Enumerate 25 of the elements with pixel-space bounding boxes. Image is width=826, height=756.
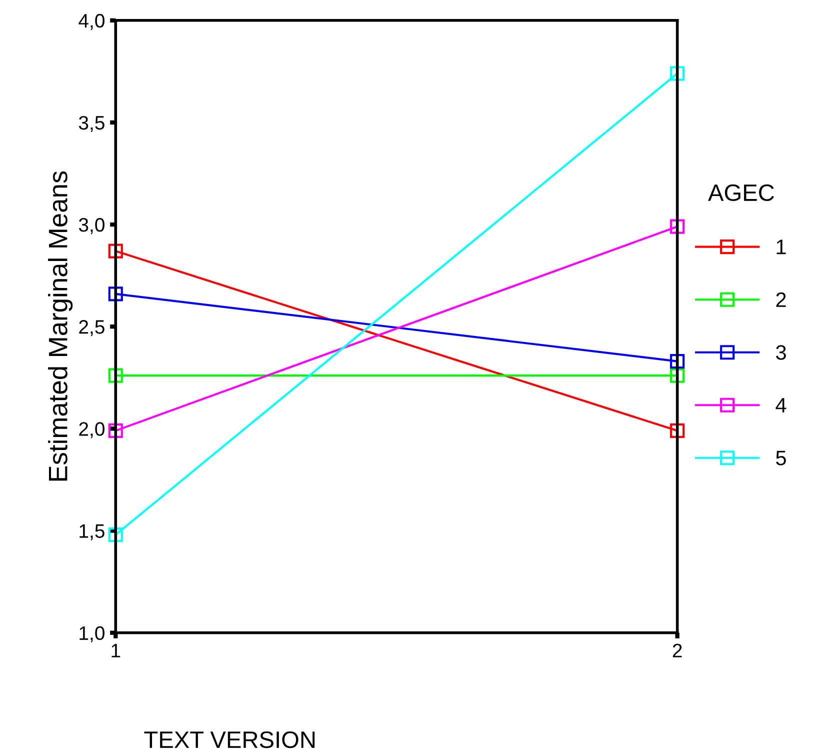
y-tick-label: 1,5 bbox=[80, 524, 104, 540]
point bbox=[108, 368, 123, 383]
legend-label: 1 bbox=[776, 240, 786, 254]
x-axis-title: TEXT VERSION bbox=[144, 731, 315, 748]
y-tick-label: 1,0 bbox=[80, 626, 104, 642]
point bbox=[108, 423, 123, 438]
point bbox=[108, 528, 123, 542]
legend-label: 2 bbox=[776, 292, 786, 307]
legend-label: 3 bbox=[776, 345, 786, 360]
point bbox=[670, 66, 685, 81]
y-tick-label: 3,0 bbox=[78, 218, 104, 234]
point bbox=[108, 286, 123, 302]
legend-label: 4 bbox=[776, 398, 786, 412]
point bbox=[108, 244, 123, 258]
point bbox=[670, 423, 685, 438]
y-tick-label: 4,0 bbox=[78, 14, 104, 30]
y-tick-label: 3,5 bbox=[78, 116, 104, 132]
point bbox=[670, 354, 685, 369]
point bbox=[670, 368, 685, 383]
point bbox=[670, 219, 685, 234]
y-tick-label: 2,5 bbox=[79, 320, 104, 336]
y-tick-label: 2,0 bbox=[79, 422, 104, 438]
legend-label: 5 bbox=[776, 450, 786, 466]
legend-title: AGEC bbox=[708, 184, 774, 202]
y-axis-title: Estimated Marginal Means bbox=[48, 171, 73, 481]
